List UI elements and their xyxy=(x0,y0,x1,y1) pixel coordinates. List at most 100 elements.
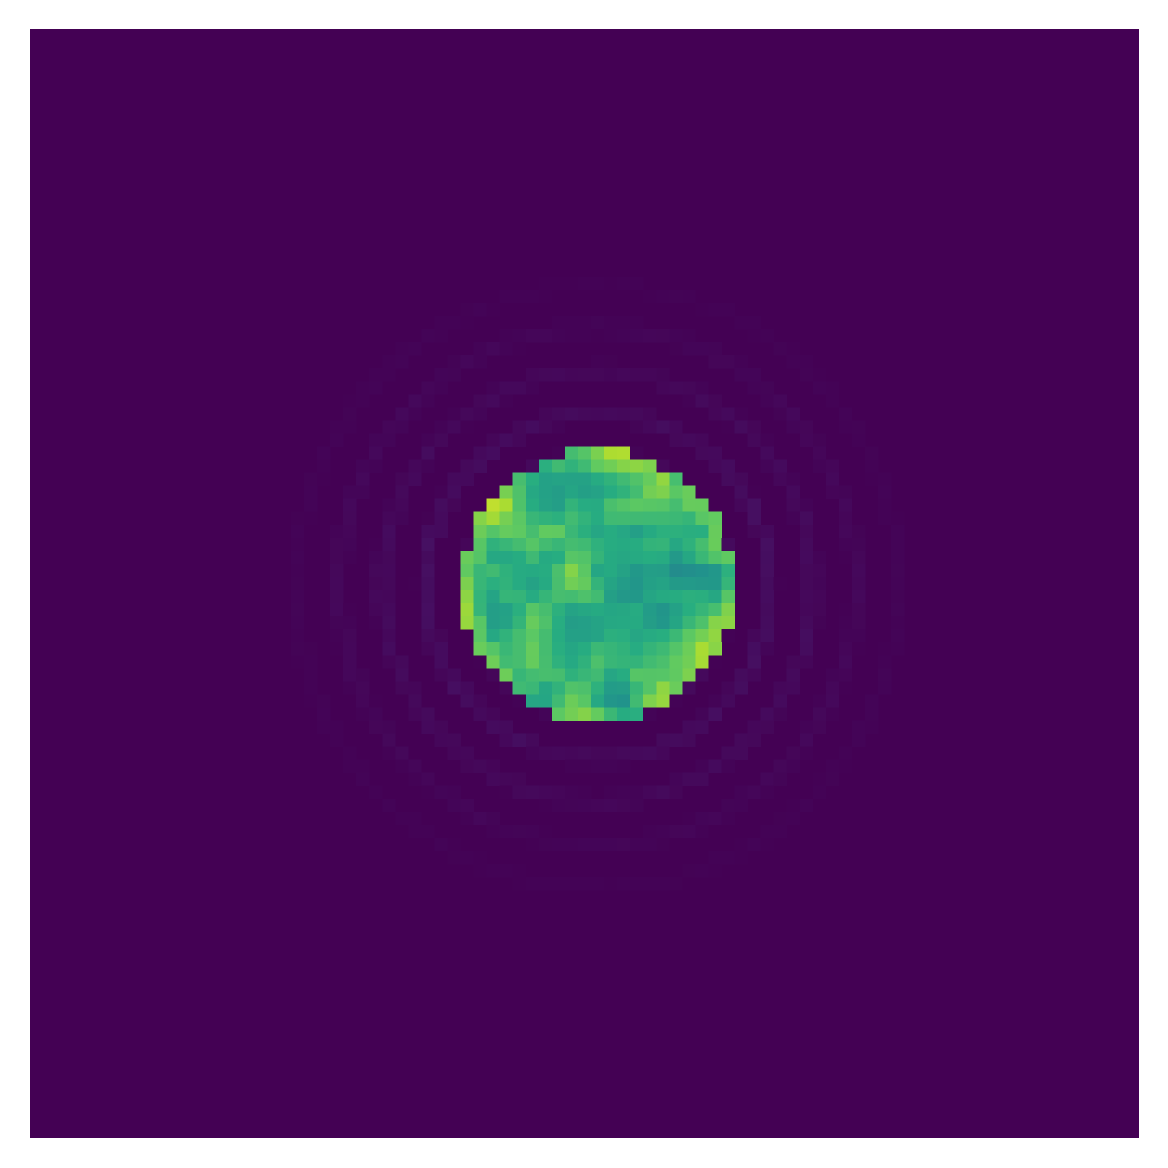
heatmap-cell xyxy=(382,720,396,734)
heatmap-cell xyxy=(564,576,579,591)
heatmap-cell xyxy=(369,550,383,565)
heatmap-cell xyxy=(734,485,748,499)
heatmap-cell xyxy=(617,537,631,552)
heatmap-cell xyxy=(773,576,787,591)
heatmap-cell xyxy=(695,394,709,408)
heatmap-cell xyxy=(460,355,474,369)
heatmap-cell xyxy=(838,550,853,565)
heatmap-cell xyxy=(760,459,774,473)
heatmap-cell xyxy=(747,642,761,656)
heatmap-cell xyxy=(891,629,905,643)
heatmap-cell xyxy=(512,785,527,800)
heatmap-cell xyxy=(851,642,866,656)
heatmap-cell xyxy=(591,472,605,486)
heatmap-cell xyxy=(617,316,631,330)
heatmap-cell xyxy=(577,837,592,852)
heatmap-cell xyxy=(669,590,683,604)
heatmap-cell xyxy=(734,316,748,330)
heatmap-cell xyxy=(343,550,357,565)
heatmap-cell xyxy=(656,459,670,473)
heatmap-cell xyxy=(695,537,709,552)
heatmap-cell xyxy=(447,316,461,330)
heatmap-cell xyxy=(434,368,448,382)
heatmap-cell xyxy=(525,877,540,891)
heatmap-cell xyxy=(408,342,422,356)
heatmap-cell xyxy=(382,498,396,513)
heatmap-cell xyxy=(330,720,344,734)
heatmap-cell xyxy=(591,837,605,852)
heatmap-cell xyxy=(643,329,657,343)
heatmap-cell xyxy=(343,759,357,773)
heatmap-cell xyxy=(551,511,566,526)
heatmap-cell xyxy=(838,681,853,695)
heatmap-cell xyxy=(865,446,879,460)
heatmap-cell xyxy=(812,550,827,565)
heatmap-cell xyxy=(734,850,748,865)
heatmap-cell xyxy=(604,603,618,617)
heatmap-cell xyxy=(538,511,553,526)
heatmap-cell xyxy=(760,772,774,786)
heatmap-cell xyxy=(512,550,527,565)
heatmap-cell xyxy=(825,472,840,486)
heatmap-cell xyxy=(812,694,827,708)
heatmap-cell xyxy=(434,498,448,513)
heatmap-cell xyxy=(591,681,605,695)
heatmap-cell xyxy=(551,550,566,565)
heatmap-cell xyxy=(812,707,827,721)
heatmap-cell xyxy=(564,603,579,617)
heatmap-cell xyxy=(851,537,866,552)
heatmap-cell xyxy=(604,837,618,852)
heatmap-cell xyxy=(643,498,657,513)
heatmap-cell xyxy=(343,668,357,682)
heatmap-cell xyxy=(682,616,696,630)
heatmap-cell xyxy=(656,655,670,669)
heatmap-cell xyxy=(708,590,722,604)
heatmap-cell xyxy=(577,524,592,539)
heatmap-cell xyxy=(786,407,801,421)
heatmap-cell xyxy=(799,642,814,656)
heatmap-cell xyxy=(617,877,631,891)
heatmap-cell xyxy=(499,733,514,747)
heatmap-cell xyxy=(708,563,722,578)
heatmap-cell xyxy=(356,472,370,486)
heatmap-cell xyxy=(460,694,474,708)
heatmap-cell xyxy=(721,759,735,773)
heatmap-cell xyxy=(551,668,566,682)
heatmap-cell xyxy=(617,472,631,486)
heatmap-cell xyxy=(630,655,644,669)
heatmap-cell xyxy=(604,759,618,773)
heatmap-cell xyxy=(747,498,761,513)
heatmap-cell xyxy=(434,733,448,747)
heatmap-cell xyxy=(421,629,435,643)
heatmap-cell xyxy=(551,316,566,330)
heatmap-cell xyxy=(460,590,474,604)
heatmap-cell xyxy=(564,550,579,565)
heatmap-cell xyxy=(786,746,801,760)
heatmap-cell xyxy=(630,837,644,852)
heatmap-cell xyxy=(473,563,487,578)
heatmap-cell xyxy=(538,524,553,539)
heatmap-cell xyxy=(343,511,357,526)
heatmap-cell xyxy=(303,642,318,656)
heatmap-cell xyxy=(460,603,474,617)
heatmap-cell xyxy=(512,877,527,891)
heatmap-cell xyxy=(538,694,553,708)
heatmap-cell xyxy=(604,472,618,486)
heatmap-cell xyxy=(643,420,657,434)
heatmap-cell xyxy=(825,394,840,408)
heatmap-cell xyxy=(460,407,474,421)
heatmap-cell xyxy=(656,785,670,800)
heatmap-cell xyxy=(330,563,344,578)
heatmap-cell xyxy=(786,798,801,813)
heatmap-cell xyxy=(356,694,370,708)
heatmap-cell xyxy=(408,681,422,695)
heatmap-cell xyxy=(695,720,709,734)
heatmap-cell xyxy=(695,433,709,447)
heatmap-cell xyxy=(369,563,383,578)
heatmap-cell xyxy=(591,563,605,578)
heatmap-cell xyxy=(473,603,487,617)
heatmap-cell xyxy=(447,850,461,865)
heatmap-cell xyxy=(708,603,722,617)
heatmap-cell xyxy=(760,603,774,617)
